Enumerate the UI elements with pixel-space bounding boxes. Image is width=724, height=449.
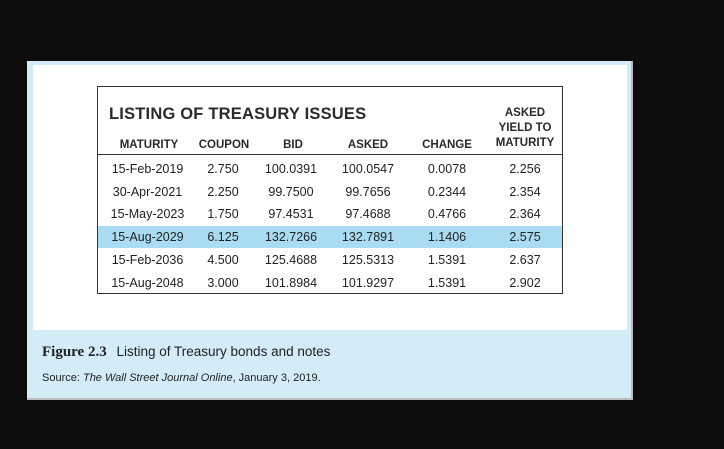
cell-maturity: 15-Aug-2048 bbox=[111, 275, 184, 290]
cell-coupon: 4.500 bbox=[207, 252, 239, 267]
cell-maturity: 15-Feb-2019 bbox=[111, 162, 184, 176]
cell-change: 1.1406 bbox=[427, 230, 467, 245]
source-line: Source: The Wall Street Journal Online, … bbox=[42, 372, 321, 384]
cell-asked: 125.5313 bbox=[341, 252, 395, 267]
cell-maturity: 15-Aug-2029 bbox=[111, 230, 184, 245]
cell-asked: 132.7891 bbox=[341, 230, 395, 245]
header-ytm: ASKED YIELD TO MATURITY bbox=[488, 106, 562, 151]
cell-ytm: 2.902 bbox=[509, 275, 541, 290]
cell-ytm: 2.364 bbox=[509, 207, 541, 222]
source-suffix: , January 3, 2019. bbox=[232, 372, 321, 384]
cell-change: 1.5391 bbox=[427, 275, 467, 290]
header-bid: BID bbox=[283, 139, 303, 151]
figure-label: Figure 2.3 bbox=[42, 344, 107, 360]
table-row: 15-Feb-2036 4.500 125.4688 125.5313 1.5391 2.… bbox=[98, 249, 562, 271]
figure-panel: LISTING OF TREASURY ISSUES ASKED YIELD T… bbox=[27, 61, 633, 400]
header-ytm-line2: YIELD TO bbox=[498, 122, 552, 134]
cell-bid: 97.4531 bbox=[268, 207, 314, 222]
source-publication: The Wall Street Journal Online bbox=[82, 372, 233, 384]
header-change: CHANGE bbox=[422, 139, 472, 151]
figure-canvas: LISTING OF TREASURY ISSUES ASKED YIELD T… bbox=[33, 65, 627, 330]
cell-maturity: 15-May-2023 bbox=[110, 207, 185, 222]
cell-bid: 125.4688 bbox=[264, 252, 318, 267]
cell-asked: 99.7656 bbox=[345, 184, 391, 199]
header-coupon: COUPON bbox=[198, 139, 250, 151]
cell-coupon: 6.125 bbox=[207, 230, 239, 245]
source-prefix: Source: bbox=[42, 372, 83, 384]
cell-maturity: 30-Apr-2021 bbox=[112, 184, 183, 199]
cell-ytm: 2.637 bbox=[509, 252, 541, 267]
cell-bid: 132.7266 bbox=[264, 230, 318, 245]
header-ytm-line1: ASKED bbox=[504, 107, 546, 119]
cell-bid: 99.7500 bbox=[268, 184, 314, 199]
cell-change: 0.4766 bbox=[427, 207, 467, 222]
cell-bid: 100.0391 bbox=[264, 162, 318, 176]
cell-change: 1.5391 bbox=[427, 252, 467, 267]
table-row: 15-May-2023 1.750 97.4531 97.4688 0.4766 2.36… bbox=[98, 203, 562, 225]
table-row: 30-Apr-2021 2.250 99.7500 99.7656 0.2344 2.35… bbox=[98, 181, 562, 203]
cell-ytm: 2.256 bbox=[509, 162, 541, 176]
table-row: 15-Aug-2048 3.000 101.8984 101.9297 1.5391 2.… bbox=[98, 272, 562, 294]
cell-bid: 101.8984 bbox=[264, 275, 318, 290]
cell-coupon: 1.750 bbox=[207, 207, 239, 222]
table-row: 15-Aug-2029 6.125 132.7266 132.7891 1.1406 2.… bbox=[98, 226, 562, 249]
table-title: LISTING OF TREASURY ISSUES bbox=[109, 105, 367, 123]
cell-ytm: 2.354 bbox=[509, 184, 541, 199]
header-asked: ASKED bbox=[347, 139, 389, 151]
cell-asked: 100.0547 bbox=[341, 162, 395, 176]
header-ytm-line3: MATURITY bbox=[495, 137, 555, 149]
cell-asked: 97.4688 bbox=[345, 207, 391, 222]
cell-coupon: 2.250 bbox=[207, 184, 239, 199]
cell-change: 0.2344 bbox=[427, 184, 467, 199]
cell-maturity: 15-Feb-2036 bbox=[111, 252, 184, 267]
cell-asked: 101.9297 bbox=[341, 275, 395, 290]
cell-change: 0.0078 bbox=[427, 162, 467, 176]
header-divider bbox=[98, 154, 562, 155]
treasury-table: LISTING OF TREASURY ISSUES ASKED YIELD T… bbox=[97, 86, 563, 294]
cell-coupon: 2.750 bbox=[207, 162, 239, 176]
cell-coupon: 3.000 bbox=[207, 275, 239, 290]
table-row: 15-Feb-2019 2.750 100.0391 100.0547 0.0078 2.… bbox=[98, 158, 562, 180]
figure-caption-text: Listing of Treasury bonds and notes bbox=[116, 344, 331, 359]
figure-caption: Figure 2.3 Listing of Treasury bonds and… bbox=[42, 344, 330, 361]
cell-ytm: 2.575 bbox=[509, 230, 541, 245]
header-maturity: MATURITY bbox=[119, 139, 179, 151]
